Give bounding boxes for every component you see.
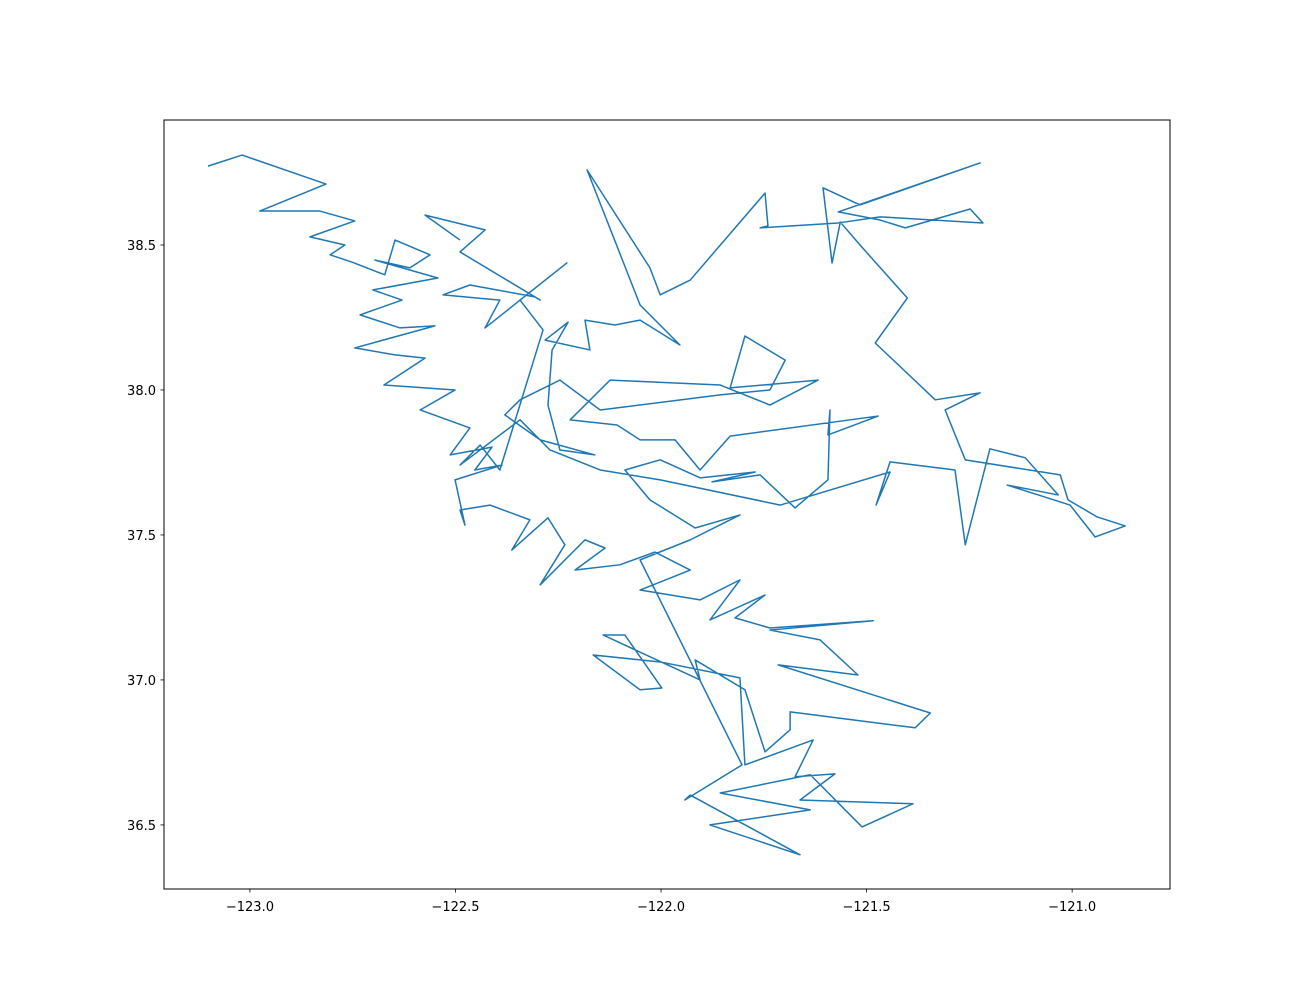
axes-frame [163, 119, 1171, 890]
x-tick-label: −121.5 [843, 900, 891, 915]
y-tick-label: 36.5 [127, 819, 156, 834]
x-tick-label: −123.0 [226, 900, 274, 915]
x-tick-label: −122.0 [637, 900, 685, 915]
y-tick-label: 38.5 [127, 239, 156, 254]
y-tick-label: 37.5 [127, 529, 156, 544]
ticks: −123.0 −122.5 −122.0 −121.5 −121.0 36.5 37.0 37… [127, 239, 1096, 915]
plot-area [207, 154, 1126, 856]
x-tick-label: −121.0 [1048, 900, 1096, 915]
data-line [207, 154, 1126, 856]
y-tick-label: 38.0 [127, 384, 156, 399]
x-tick-label: −122.5 [431, 900, 479, 915]
y-tick-label: 37.0 [127, 674, 156, 689]
